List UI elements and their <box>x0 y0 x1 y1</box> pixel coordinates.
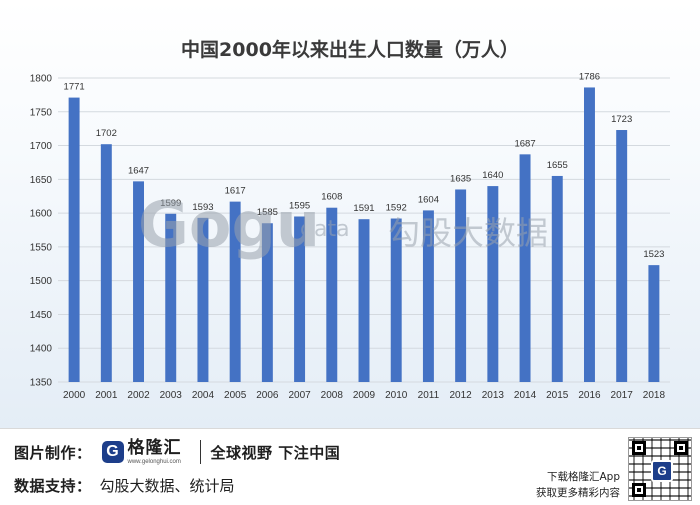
y-tick-label: 1600 <box>30 209 53 220</box>
data-label-2003: 1599 <box>160 198 181 209</box>
bar-2000 <box>68 97 80 382</box>
x-tick-label: 2016 <box>578 390 601 401</box>
bar-2010 <box>390 218 402 382</box>
x-tick-label: 2006 <box>256 390 279 401</box>
x-tick-label: 2001 <box>95 390 118 401</box>
qr-corner-bl <box>632 483 646 497</box>
footer: 图片制作： G 格隆汇 www.gelonghui.com 全球视野 下注中国 … <box>0 428 700 505</box>
x-tick-label: 2015 <box>546 390 569 401</box>
x-tick-label: 2012 <box>450 390 473 401</box>
bar-2008 <box>326 207 338 382</box>
x-tick-label: 2004 <box>192 390 215 401</box>
source-label: 数据支持： <box>14 476 92 495</box>
y-tick-label: 1650 <box>30 175 53 186</box>
x-tick-label: 2003 <box>160 390 183 401</box>
slogan: 全球视野 下注中国 <box>210 443 341 462</box>
source-row: 数据支持： 勾股大数据、统计局 <box>14 473 235 497</box>
credit-row: 图片制作： G 格隆汇 www.gelonghui.com 全球视野 下注中国 <box>14 439 340 465</box>
app-promo-line2: 获取更多精彩内容 <box>536 487 620 499</box>
brand-name: 格隆汇 <box>127 437 182 458</box>
bar-2005 <box>229 201 241 382</box>
x-tick-label: 2009 <box>353 390 376 401</box>
bar-2006 <box>261 223 273 382</box>
y-tick-label: 1700 <box>30 141 53 152</box>
data-label-2005: 1617 <box>225 186 246 197</box>
x-tick-label: 2011 <box>418 390 440 401</box>
qr-corner-tr <box>674 441 688 455</box>
qr-logo-icon: G <box>651 460 673 482</box>
qr-code[interactable]: G <box>628 437 692 501</box>
data-label-2001: 1702 <box>96 128 117 139</box>
data-label-2009: 1591 <box>353 203 374 214</box>
bar-2003 <box>165 213 177 382</box>
bar-chart: 中国2000年以来出生人口数量（万人） 1350 1400 1450 1500 1550… <box>30 38 670 401</box>
x-tick-label: 2014 <box>514 390 537 401</box>
data-label-2011: 1604 <box>418 194 439 205</box>
bar-2009 <box>358 219 370 382</box>
y-tick-label: 1450 <box>30 310 53 321</box>
watermark-brand: Gogu <box>138 188 320 261</box>
data-label-2017: 1723 <box>611 114 632 125</box>
y-tick-label: 1500 <box>30 276 53 287</box>
brand-logo[interactable]: G 格隆汇 www.gelonghui.com <box>101 437 182 465</box>
bar-2015 <box>551 175 563 382</box>
data-label-2012: 1635 <box>450 173 471 184</box>
data-label-2007: 1595 <box>289 200 310 211</box>
bar-2012 <box>455 189 467 382</box>
y-tick-label: 1800 <box>30 74 53 85</box>
data-label-2004: 1593 <box>192 202 213 213</box>
x-tick-label: 2017 <box>611 390 634 401</box>
x-tick-label: 2007 <box>288 390 311 401</box>
watermark: Gogu data 勾股大数据 <box>138 188 548 261</box>
x-tick-label: 2008 <box>321 390 344 401</box>
bar-2004 <box>197 217 209 382</box>
y-axis: 1350 1400 1450 1500 1550 1600 1650 1700 1750 1800 <box>30 74 53 389</box>
bar-2001 <box>100 144 112 382</box>
data-label-2013: 1640 <box>482 170 503 181</box>
x-tick-label: 2018 <box>643 390 666 401</box>
y-tick-label: 1350 <box>30 378 53 389</box>
brand-logo-icon: G <box>101 441 124 463</box>
bars: 1771 1702 1647 1599 1593 1617 1585 1595 1608 1591… <box>64 71 664 383</box>
data-label-2000: 1771 <box>64 82 85 93</box>
data-label-2002: 1647 <box>128 165 149 176</box>
x-tick-label: 2002 <box>127 390 150 401</box>
watermark-cn: 勾股大数据 <box>388 214 548 252</box>
bar-2014 <box>519 154 531 382</box>
y-tick-label: 1550 <box>30 242 53 253</box>
chart-area: 中国2000年以来出生人口数量（万人） 1350 1400 1450 1500 1550… <box>0 0 700 428</box>
data-label-2014: 1687 <box>514 138 535 149</box>
x-tick-label: 2013 <box>482 390 505 401</box>
y-tick-label: 1400 <box>30 344 53 355</box>
source-value: 勾股大数据、统计局 <box>99 476 235 495</box>
data-label-2010: 1592 <box>386 203 407 214</box>
app-promo[interactable]: 下载格隆汇App 获取更多精彩内容 <box>536 469 620 501</box>
bar-2007 <box>294 216 306 382</box>
bar-2016 <box>583 87 595 383</box>
chart-title: 中国2000年以来出生人口数量（万人） <box>181 38 519 61</box>
data-label-2006: 1585 <box>257 207 278 218</box>
divider <box>199 440 201 464</box>
x-tick-label: 2005 <box>224 390 247 401</box>
bar-2018 <box>648 265 660 382</box>
bar-2013 <box>487 186 499 382</box>
bar-2002 <box>133 181 145 382</box>
x-tick-label: 2000 <box>63 390 86 401</box>
credit-label: 图片制作： <box>14 443 92 462</box>
qr-corner-tl <box>632 441 646 455</box>
watermark-sub: data <box>300 217 350 242</box>
y-tick-label: 1750 <box>30 107 53 118</box>
x-tick-label: 2010 <box>385 390 408 401</box>
data-label-2015: 1655 <box>547 160 568 171</box>
app-promo-line1: 下载格隆汇App <box>546 471 620 483</box>
bar-2011 <box>422 210 434 382</box>
data-label-2018: 1523 <box>643 249 664 260</box>
x-axis: 2000 2001 2002 2003 2004 2005 2006 2007 2008 2009… <box>63 390 665 401</box>
data-label-2008: 1608 <box>321 192 342 203</box>
bar-2017 <box>616 130 628 382</box>
data-label-2016: 1786 <box>579 71 600 82</box>
brand-site: www.gelonghui.com <box>127 458 181 465</box>
